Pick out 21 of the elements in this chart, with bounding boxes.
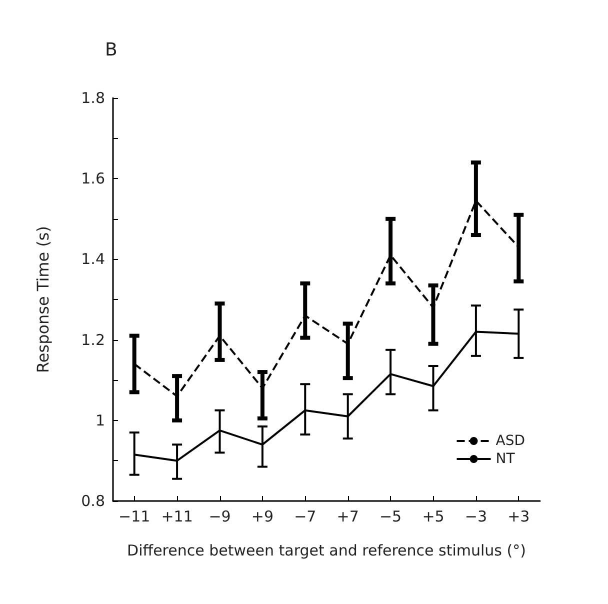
- x-tick-label: −3: [464, 508, 488, 526]
- y-tick-label: 1.6: [81, 170, 105, 188]
- y-tick-label: 1.2: [81, 330, 105, 349]
- y-tick-label: 1: [95, 411, 105, 430]
- y-tick-label: 1.8: [81, 89, 105, 107]
- x-axis-title: Difference between target and reference stimulus (°): [127, 542, 526, 560]
- x-tick-label: −11: [118, 508, 150, 526]
- x-tick-label: −9: [208, 508, 231, 526]
- legend-label: ASD: [496, 433, 526, 449]
- x-tick-label: −7: [294, 508, 316, 526]
- x-tick-label: +5: [422, 508, 444, 526]
- legend-label: NT: [496, 451, 516, 467]
- chart-title: B: [105, 40, 118, 60]
- x-tick-label: −5: [379, 508, 402, 526]
- x-tick-label: +9: [251, 508, 274, 526]
- x-tick-label: +7: [336, 508, 359, 526]
- y-tick-label: 0.8: [81, 492, 105, 510]
- x-tick-label: +11: [161, 508, 193, 526]
- y-axis-title: Response Time (s): [34, 226, 52, 373]
- y-tick-label: 1.4: [81, 250, 105, 268]
- x-tick-label: +3: [508, 508, 530, 526]
